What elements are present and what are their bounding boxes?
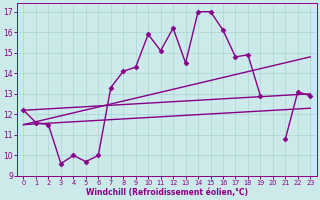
X-axis label: Windchill (Refroidissement éolien,°C): Windchill (Refroidissement éolien,°C) — [86, 188, 248, 197]
